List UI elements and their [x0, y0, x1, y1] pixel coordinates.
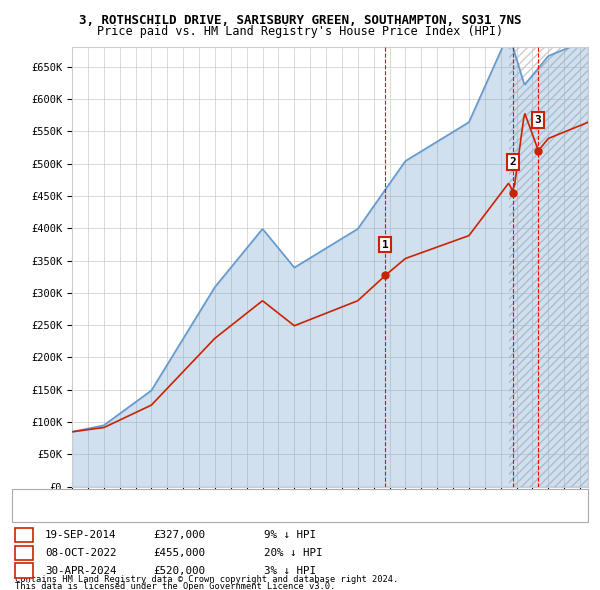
- Text: 9% ↓ HPI: 9% ↓ HPI: [264, 530, 316, 540]
- Text: 3, ROTHSCHILD DRIVE, SARISBURY GREEN, SOUTHAMPTON, SO31 7NS: 3, ROTHSCHILD DRIVE, SARISBURY GREEN, SO…: [79, 14, 521, 27]
- Text: 30-APR-2024: 30-APR-2024: [45, 566, 116, 575]
- Text: ——: ——: [33, 490, 50, 504]
- Text: 20% ↓ HPI: 20% ↓ HPI: [264, 548, 323, 558]
- Text: 1: 1: [20, 530, 28, 540]
- Text: HPI: Average price, detached house, Fareham: HPI: Average price, detached house, Fare…: [60, 510, 307, 519]
- Text: 3% ↓ HPI: 3% ↓ HPI: [264, 566, 316, 575]
- Text: 1: 1: [382, 240, 388, 250]
- Text: £455,000: £455,000: [153, 548, 205, 558]
- Text: ——: ——: [33, 507, 50, 522]
- Text: 19-SEP-2014: 19-SEP-2014: [45, 530, 116, 540]
- Text: £327,000: £327,000: [153, 530, 205, 540]
- Text: £520,000: £520,000: [153, 566, 205, 575]
- Text: 3: 3: [20, 566, 28, 575]
- Text: 08-OCT-2022: 08-OCT-2022: [45, 548, 116, 558]
- Text: 3: 3: [534, 115, 541, 124]
- Text: 2: 2: [20, 548, 28, 558]
- Text: Contains HM Land Registry data © Crown copyright and database right 2024.: Contains HM Land Registry data © Crown c…: [15, 575, 398, 584]
- Text: 3, ROTHSCHILD DRIVE, SARISBURY GREEN, SOUTHAMPTON, SO31 7NS (detached house): 3, ROTHSCHILD DRIVE, SARISBURY GREEN, SO…: [60, 493, 497, 502]
- Text: This data is licensed under the Open Government Licence v3.0.: This data is licensed under the Open Gov…: [15, 582, 335, 590]
- Text: Price paid vs. HM Land Registry's House Price Index (HPI): Price paid vs. HM Land Registry's House …: [97, 25, 503, 38]
- Text: 2: 2: [509, 157, 516, 167]
